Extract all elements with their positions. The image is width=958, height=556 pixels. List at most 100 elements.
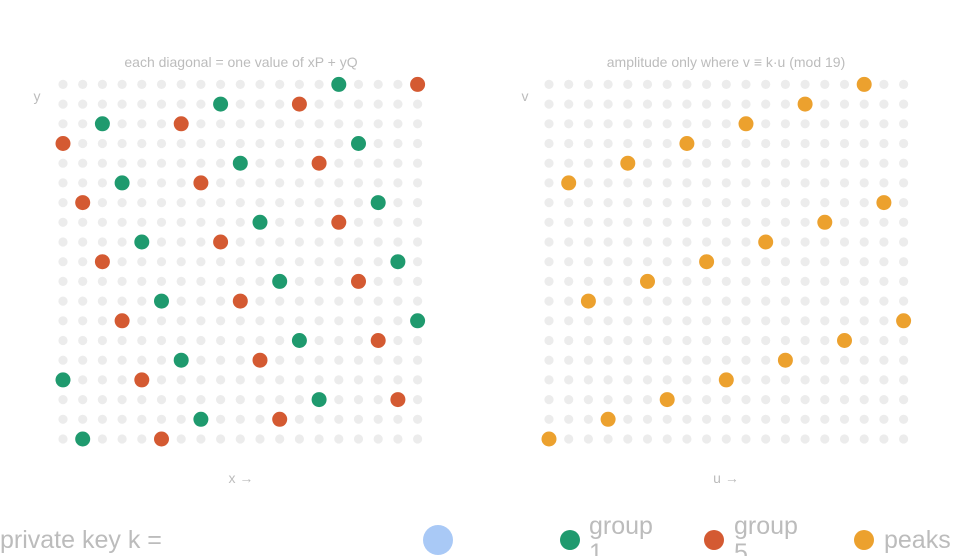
grid-dot	[544, 355, 554, 365]
grid-dot	[899, 178, 909, 188]
grid-dot	[117, 79, 127, 89]
grid-dot	[58, 198, 68, 208]
group-1-point	[331, 76, 347, 92]
grid-dot	[741, 237, 751, 247]
grid-dot	[393, 99, 403, 109]
grid-dot	[235, 316, 245, 326]
grid-dot	[564, 119, 574, 129]
grid-dot	[353, 217, 364, 227]
grid-dot	[564, 296, 574, 306]
grid-dot	[820, 434, 830, 444]
grid-dot	[682, 375, 692, 385]
group-5-point	[331, 214, 347, 230]
group-5-point	[351, 273, 366, 289]
grid-dot	[235, 237, 245, 247]
group-1-point	[75, 431, 91, 447]
grid-dot	[294, 375, 304, 385]
grid-dot	[583, 257, 594, 267]
grid-dot	[642, 257, 653, 267]
private-key-indicator[interactable]	[423, 525, 453, 555]
grid-dot	[623, 217, 633, 227]
grid-dot	[97, 276, 107, 286]
grid-dot	[413, 198, 423, 208]
grid-dot	[58, 395, 68, 405]
grid-dot	[393, 296, 403, 306]
grid-dot	[839, 355, 850, 365]
grid-dot	[702, 79, 712, 89]
grid-dot	[741, 335, 751, 346]
grid-dot	[137, 316, 147, 326]
grid-dot	[97, 217, 107, 227]
grid-dot	[334, 335, 344, 346]
grid-dot	[761, 395, 771, 405]
grid-dot	[899, 414, 909, 424]
grid-dot	[761, 355, 771, 365]
grid-dot	[196, 355, 206, 365]
grid-dot	[117, 119, 127, 129]
peak-point	[876, 195, 892, 211]
grid-dot	[564, 276, 574, 286]
grid-dot	[353, 198, 364, 208]
grid-dot	[255, 276, 265, 286]
grid-dot	[642, 119, 653, 129]
grid-dot	[196, 335, 206, 346]
grid-dot	[275, 434, 285, 444]
grid-dot	[780, 198, 791, 208]
grid-dot	[702, 355, 712, 365]
grid-dot	[97, 355, 107, 365]
grid-dot	[741, 158, 751, 168]
grid-dot	[741, 375, 751, 385]
peak-point	[738, 116, 754, 132]
grid-dot	[196, 198, 206, 208]
grid-dot	[373, 79, 383, 89]
left-x-label: x →	[229, 470, 254, 486]
grid-dot	[603, 79, 613, 89]
grid-dot	[879, 237, 889, 247]
grid-dot	[780, 237, 791, 247]
right-y-label: v	[522, 88, 529, 104]
grid-dot	[820, 178, 830, 188]
grid-dot	[839, 237, 850, 247]
grid-dot	[235, 375, 245, 385]
grid-dot	[702, 414, 712, 424]
grid-dot	[859, 434, 869, 444]
grid-dot	[780, 434, 791, 444]
grid-dot	[294, 355, 304, 365]
legend-item-peaks: peaks	[854, 526, 951, 554]
grid-dot	[544, 316, 554, 326]
grid-dot	[800, 237, 810, 247]
grid-dot	[137, 257, 147, 267]
grid-dot	[117, 276, 127, 286]
grid-dot	[334, 355, 344, 365]
grid-dot	[334, 158, 344, 168]
grid-dot	[78, 237, 88, 247]
grid-dot	[275, 316, 285, 326]
grid-dot	[603, 178, 613, 188]
grid-dot	[682, 316, 692, 326]
grid-dot	[859, 414, 869, 424]
grid-dot	[137, 414, 147, 424]
grid-dot	[294, 178, 304, 188]
grid-dot	[314, 217, 324, 227]
grid-dot	[780, 138, 791, 149]
grid-dot	[603, 335, 613, 346]
grid-dot	[97, 198, 107, 208]
grid-dot	[176, 335, 186, 346]
grid-dot	[117, 217, 127, 227]
grid-dot	[255, 178, 265, 188]
grid-dot	[294, 316, 304, 326]
grid-dot	[255, 79, 265, 89]
grid-dot	[623, 335, 633, 346]
grid-dot	[294, 138, 304, 149]
grid-dot	[741, 198, 751, 208]
grid-dot	[353, 257, 364, 267]
grid-dot	[413, 375, 423, 385]
grid-dot	[564, 434, 574, 444]
group-1-point	[311, 392, 327, 408]
grid-dot	[899, 158, 909, 168]
group-1-point	[370, 195, 386, 211]
grid-dot	[137, 395, 147, 405]
grid-dot	[353, 335, 364, 346]
footer: private key k =	[0, 525, 453, 555]
grid-dot	[623, 79, 633, 89]
